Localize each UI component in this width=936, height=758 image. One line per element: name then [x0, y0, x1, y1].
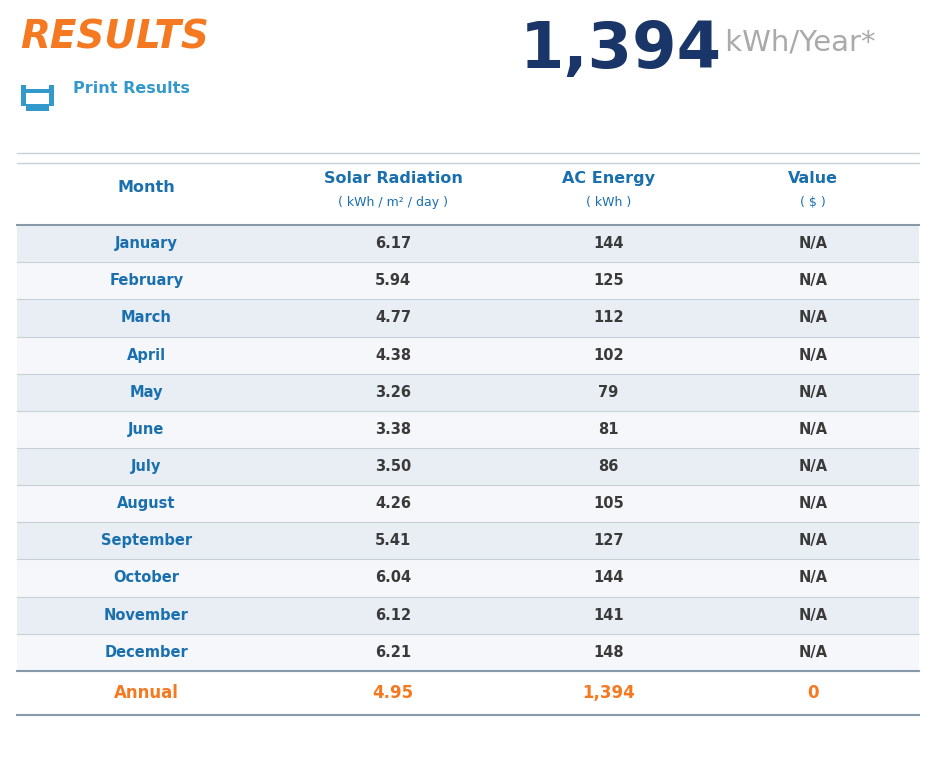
Bar: [17, 225, 919, 262]
Text: 144: 144: [593, 571, 623, 585]
Text: September: September: [101, 534, 192, 548]
Text: 4.26: 4.26: [375, 496, 411, 511]
Text: 4.38: 4.38: [375, 348, 411, 362]
Text: 86: 86: [598, 459, 619, 474]
Text: ( kWh / m² / day ): ( kWh / m² / day ): [338, 196, 448, 209]
Bar: [17, 262, 919, 299]
Text: N/A: N/A: [798, 348, 827, 362]
Bar: [26, 81, 49, 89]
Text: October: October: [113, 571, 180, 585]
Text: 1,394: 1,394: [582, 684, 635, 702]
Text: AC Energy: AC Energy: [562, 171, 655, 186]
Text: N/A: N/A: [798, 534, 827, 548]
Bar: [17, 448, 919, 485]
Text: 4.95: 4.95: [373, 684, 414, 702]
Text: N/A: N/A: [798, 422, 827, 437]
Text: N/A: N/A: [798, 645, 827, 659]
Text: N/A: N/A: [798, 236, 827, 251]
Text: 148: 148: [593, 645, 623, 659]
Text: 3.50: 3.50: [375, 459, 411, 474]
Text: 127: 127: [593, 534, 623, 548]
Text: N/A: N/A: [798, 385, 827, 399]
Bar: [17, 485, 919, 522]
Text: April: April: [127, 348, 166, 362]
Text: 102: 102: [593, 348, 623, 362]
Text: 3.26: 3.26: [375, 385, 411, 399]
Text: March: March: [121, 311, 172, 325]
Bar: [26, 93, 49, 104]
Text: January: January: [115, 236, 178, 251]
Bar: [26, 102, 49, 111]
Bar: [21, 85, 54, 106]
Text: 5.41: 5.41: [375, 534, 411, 548]
Bar: [17, 374, 919, 411]
Bar: [17, 299, 919, 337]
Text: Value: Value: [788, 171, 838, 186]
Text: 6.04: 6.04: [375, 571, 411, 585]
Text: 81: 81: [598, 422, 619, 437]
Text: 112: 112: [593, 311, 623, 325]
Text: 79: 79: [598, 385, 619, 399]
Text: RESULTS: RESULTS: [21, 19, 210, 57]
Text: 105: 105: [593, 496, 623, 511]
Text: 0: 0: [807, 684, 819, 702]
Text: May: May: [130, 385, 163, 399]
Bar: [17, 634, 919, 671]
Text: February: February: [110, 274, 183, 288]
Text: 6.21: 6.21: [375, 645, 411, 659]
Bar: [17, 411, 919, 448]
Text: 1,394: 1,394: [519, 19, 722, 81]
Text: Solar Radiation: Solar Radiation: [324, 171, 462, 186]
Text: December: December: [105, 645, 188, 659]
Text: 141: 141: [593, 608, 623, 622]
Text: N/A: N/A: [798, 274, 827, 288]
Bar: [17, 671, 919, 715]
Text: N/A: N/A: [798, 459, 827, 474]
Bar: [17, 337, 919, 374]
Text: N/A: N/A: [798, 311, 827, 325]
Bar: [17, 163, 919, 225]
Text: Month: Month: [118, 180, 175, 195]
Text: 3.38: 3.38: [375, 422, 411, 437]
Text: 6.17: 6.17: [375, 236, 411, 251]
Text: July: July: [131, 459, 162, 474]
Text: November: November: [104, 608, 189, 622]
Text: 5.94: 5.94: [375, 274, 411, 288]
Text: Print Results: Print Results: [73, 81, 190, 96]
Text: N/A: N/A: [798, 571, 827, 585]
Text: N/A: N/A: [798, 496, 827, 511]
Text: N/A: N/A: [798, 608, 827, 622]
Text: August: August: [117, 496, 176, 511]
Text: 125: 125: [593, 274, 623, 288]
Bar: [17, 522, 919, 559]
Text: 144: 144: [593, 236, 623, 251]
Text: ( $ ): ( $ ): [800, 196, 826, 209]
Text: Annual: Annual: [114, 684, 179, 702]
Text: June: June: [128, 422, 165, 437]
Text: 6.12: 6.12: [375, 608, 411, 622]
Bar: [17, 597, 919, 634]
Text: ( kWh ): ( kWh ): [586, 196, 631, 209]
Bar: [17, 559, 919, 597]
Text: kWh/Year*: kWh/Year*: [716, 28, 876, 56]
Text: 4.77: 4.77: [375, 311, 411, 325]
